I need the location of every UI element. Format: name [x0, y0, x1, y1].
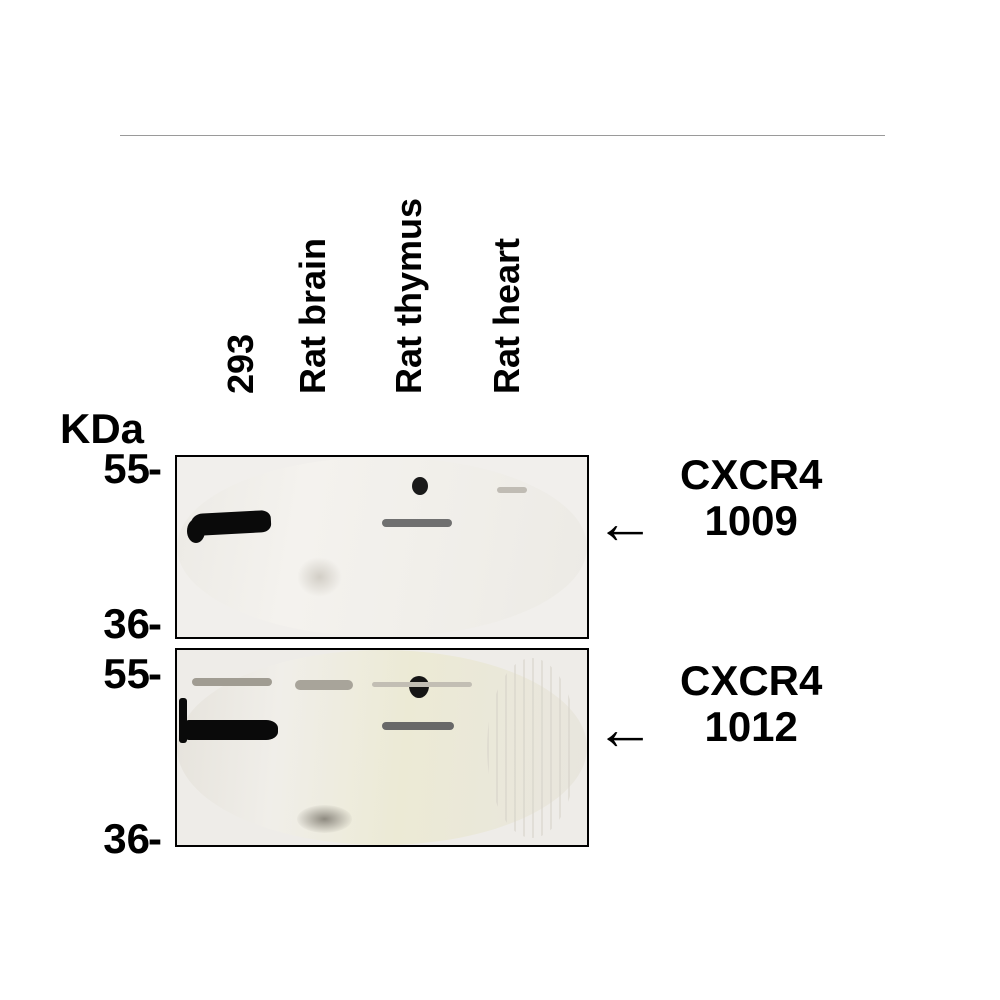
band-293-tail-blot1 — [187, 519, 205, 543]
mw-label-36-blot2: 36 — [60, 815, 150, 863]
mw-label-36-blot1: 36 — [60, 600, 150, 648]
thymus-band-blot2 — [382, 722, 454, 730]
top-divider-line — [120, 135, 885, 136]
mw-label-55-blot2: 55 — [60, 650, 150, 698]
band-293-upper-blot2 — [192, 678, 272, 686]
right-label-line1-blot1: CXCR4 — [680, 452, 822, 498]
blot-panel-2 — [175, 648, 589, 847]
right-label-line2-blot1: 1009 — [680, 498, 822, 544]
arrow-blot2: ← — [595, 694, 655, 763]
blot-panel-1 — [175, 455, 589, 639]
blot-background-shading — [177, 457, 587, 637]
band-293-blot2 — [183, 720, 278, 740]
right-label-blot1: CXCR4 1009 — [680, 452, 822, 544]
lane-label-rat-heart: Rat heart — [486, 238, 528, 394]
mw-label-55-blot1: 55 — [60, 445, 150, 493]
band-293-edge-blot2 — [179, 698, 187, 743]
brain-upper-blot2 — [295, 680, 353, 690]
mw-dash: - — [148, 600, 162, 648]
mw-dash: - — [148, 445, 162, 493]
heart-faint-blot1 — [497, 487, 527, 493]
heart-streaks-blot2 — [487, 658, 577, 838]
mw-dash: - — [148, 815, 162, 863]
thymus-band-blot1 — [382, 519, 452, 527]
lane-label-rat-brain: Rat brain — [292, 238, 334, 394]
lane-label-293: 293 — [220, 334, 262, 394]
mw-dash: - — [148, 650, 162, 698]
right-label-line2-blot2: 1012 — [680, 704, 822, 750]
lane-label-rat-thymus: Rat thymus — [388, 198, 430, 394]
brain-lower-smudge-blot2 — [297, 805, 352, 833]
arrow-blot1: ← — [595, 488, 655, 557]
faint-upper-line-blot2 — [372, 682, 472, 687]
thymus-dot-blot1 — [412, 477, 428, 495]
brain-smudge-blot1 — [297, 557, 342, 597]
right-label-line1-blot2: CXCR4 — [680, 658, 822, 704]
figure-container: 293 Rat brain Rat thymus Rat heart KDa 5… — [0, 0, 1000, 1000]
right-label-blot2: CXCR4 1012 — [680, 658, 822, 750]
